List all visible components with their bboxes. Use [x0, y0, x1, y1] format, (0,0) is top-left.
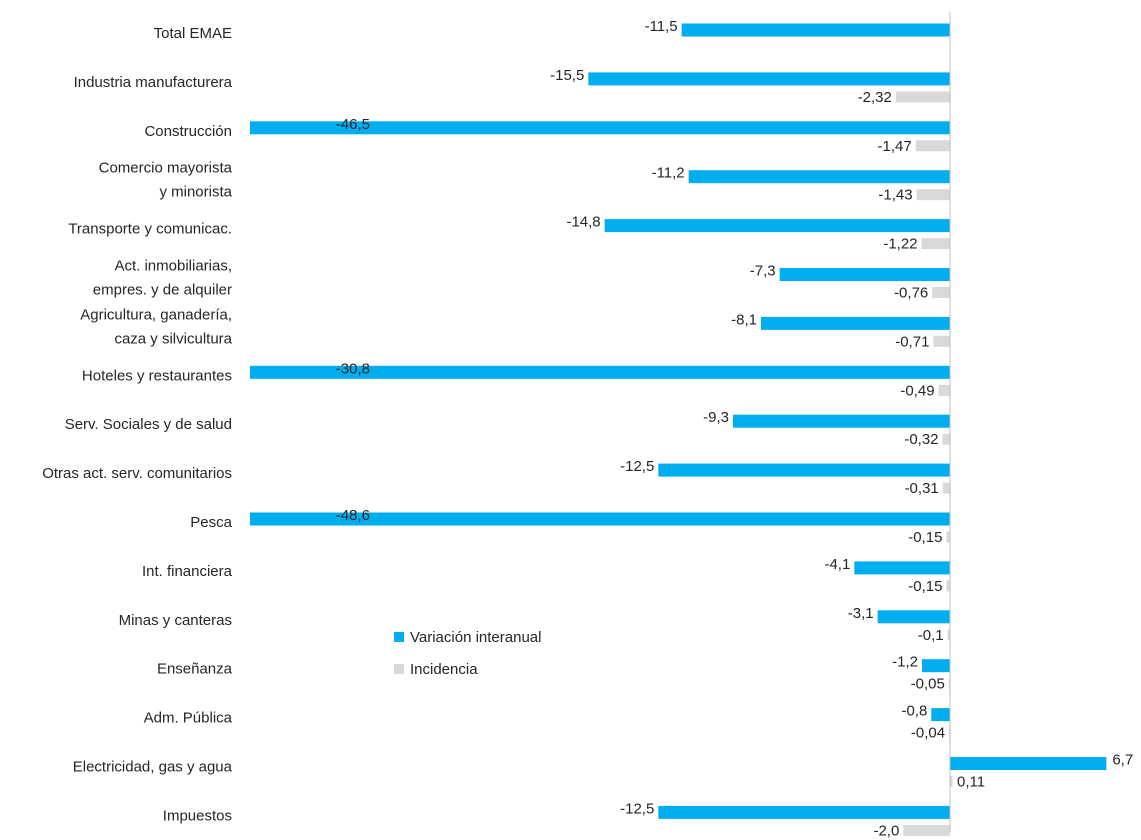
bar-incidencia — [915, 140, 950, 152]
value-label-incidencia: -0,05 — [911, 676, 945, 693]
bar-variacion — [250, 512, 950, 526]
value-label-variacion: -11,5 — [645, 18, 678, 35]
legend-swatch-variacion — [394, 632, 404, 642]
bar-incidencia — [948, 678, 950, 690]
value-label-variacion: -9,3 — [703, 409, 729, 426]
category-label: Enseñanza — [157, 661, 233, 678]
bar-variacion — [250, 365, 950, 379]
bar-variacion — [779, 268, 950, 281]
value-label-incidencia: -2,32 — [858, 89, 892, 106]
value-label-variacion: -8,1 — [731, 311, 757, 328]
bar-variacion — [658, 463, 950, 477]
category-label: Agricultura, ganadería, — [80, 306, 232, 323]
value-label-incidencia: -0,49 — [900, 382, 934, 399]
category-label: y minorista — [159, 184, 232, 201]
bar-variacion — [588, 72, 950, 86]
category-label: empres. y de alquiler — [93, 282, 232, 299]
value-label-variacion: -30,8 — [336, 360, 370, 377]
category-label: Construcción — [144, 123, 232, 140]
value-label-incidencia: 0,11 — [957, 774, 985, 791]
legend-swatch-incidencia — [394, 664, 404, 674]
category-label: Comercio mayorista — [99, 160, 233, 177]
bar-variacion — [950, 757, 1107, 770]
category-label: caza y silvicultura — [114, 330, 232, 347]
bar-incidencia — [950, 776, 953, 787]
value-label-incidencia: -0,31 — [905, 480, 939, 497]
category-label: Minas y canteras — [119, 612, 232, 629]
bar-variacion — [877, 610, 950, 624]
category-label: Hoteles y restaurantes — [82, 367, 232, 384]
value-label-incidencia: -0,76 — [894, 285, 928, 302]
bar-incidencia — [946, 580, 950, 592]
bar-incidencia — [932, 287, 950, 298]
value-label-variacion: 6,7 — [1112, 752, 1133, 769]
value-label-variacion: -11,2 — [652, 165, 685, 182]
bar-variacion — [604, 219, 950, 233]
bar-incidencia — [895, 91, 950, 103]
bars-layer — [250, 23, 1107, 836]
bar-incidencia — [921, 238, 950, 250]
bar-variacion — [658, 805, 950, 819]
bar-incidencia — [938, 384, 950, 396]
category-label: Impuestos — [163, 807, 232, 824]
value-label-variacion: -4,1 — [824, 556, 850, 573]
bar-variacion — [931, 708, 950, 722]
category-label: Act. inmobiliarias, — [114, 258, 232, 275]
bar-variacion — [681, 23, 950, 37]
value-label-incidencia: -1,22 — [883, 236, 917, 253]
legend-label-variacion: Variación interanual — [410, 629, 541, 646]
value-label-variacion: -46,5 — [336, 116, 370, 133]
value-label-variacion: -1,2 — [892, 654, 918, 671]
category-label: Int. financiera — [142, 563, 233, 580]
value-label-variacion: -15,5 — [550, 67, 584, 84]
legend-label-incidencia: Incidencia — [410, 661, 478, 678]
category-label: Total EMAE — [154, 25, 232, 42]
bar-variacion — [761, 316, 950, 330]
bar-variacion — [250, 121, 950, 135]
category-label: Serv. Sociales y de salud — [65, 416, 232, 433]
bar-variacion — [854, 561, 950, 575]
value-label-variacion: -0,8 — [901, 703, 927, 720]
bar-incidencia — [942, 433, 950, 445]
bar-variacion — [733, 414, 950, 428]
value-label-incidencia: -1,47 — [877, 138, 911, 155]
bar-incidencia — [946, 531, 950, 543]
value-label-variacion: -7,3 — [750, 263, 776, 280]
bar-incidencia — [933, 335, 950, 347]
value-label-incidencia: -1,43 — [878, 187, 912, 204]
bar-variacion — [688, 170, 950, 184]
legend: Variación interanual Incidencia — [394, 629, 541, 678]
value-label-variacion: -12,5 — [620, 800, 654, 817]
value-label-variacion: -12,5 — [620, 458, 654, 475]
category-labels: Total EMAE Industria manufacturera Constru… — [42, 25, 232, 824]
bar-incidencia — [942, 482, 950, 494]
category-label: Transporte y comunicac. — [68, 221, 232, 238]
value-label-incidencia: -0,15 — [908, 529, 942, 546]
value-label-variacion: -14,8 — [566, 214, 600, 231]
category-label: Otras act. serv. comunitarios — [42, 465, 232, 482]
category-label: Pesca — [190, 514, 232, 531]
value-label-incidencia: -0,04 — [911, 725, 945, 742]
value-label-incidencia: -0,1 — [918, 627, 944, 644]
value-label-incidencia: -0,32 — [904, 431, 938, 448]
labels-layer: -11,5 -15,5 -2,32 -46,5 -1,47 -11,2 -1,43 -14,8… — [336, 18, 1133, 839]
bar-incidencia — [947, 629, 950, 641]
value-label-variacion: -3,1 — [848, 605, 874, 622]
value-label-incidencia: -0,15 — [908, 578, 942, 595]
bar-incidencia — [916, 189, 950, 201]
category-label: Adm. Pública — [144, 710, 233, 727]
value-label-variacion: -48,6 — [336, 507, 370, 524]
bar-variacion — [922, 659, 950, 673]
value-label-incidencia: -0,71 — [895, 333, 929, 350]
category-label: Electricidad, gas y agua — [73, 759, 233, 776]
bar-incidencia — [903, 824, 950, 836]
category-label: Industria manufacturera — [74, 74, 233, 91]
value-label-incidencia: -2,0 — [873, 822, 899, 839]
